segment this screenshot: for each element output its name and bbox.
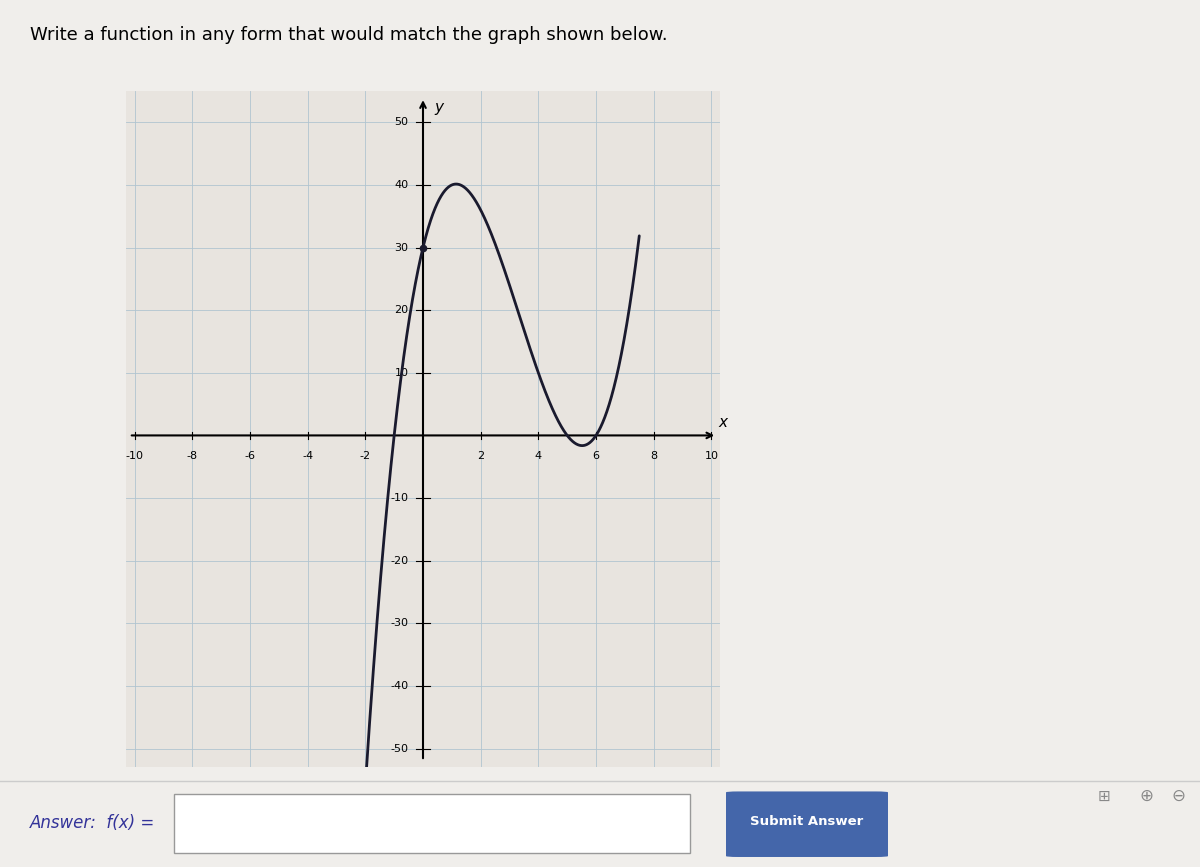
- FancyBboxPatch shape: [726, 792, 888, 857]
- Text: 10: 10: [395, 368, 408, 378]
- Text: 8: 8: [650, 451, 658, 461]
- Text: -10: -10: [390, 493, 408, 503]
- Text: Write a function in any form that would match the graph shown below.: Write a function in any form that would …: [30, 26, 667, 44]
- Text: ⊞: ⊞: [1098, 788, 1110, 804]
- Text: 10: 10: [704, 451, 719, 461]
- Text: ⊕: ⊕: [1139, 787, 1153, 805]
- Text: Answer:  f(x) =: Answer: f(x) =: [30, 814, 155, 832]
- Text: -50: -50: [390, 744, 408, 753]
- Text: x: x: [719, 415, 727, 430]
- Text: ⊖: ⊖: [1171, 787, 1186, 805]
- Text: 30: 30: [395, 243, 408, 252]
- Text: -8: -8: [187, 451, 198, 461]
- Text: 20: 20: [395, 305, 408, 316]
- Text: -40: -40: [390, 681, 408, 691]
- Text: -6: -6: [245, 451, 256, 461]
- Text: 50: 50: [395, 117, 408, 127]
- Text: 4: 4: [535, 451, 542, 461]
- Text: -10: -10: [126, 451, 144, 461]
- Text: 2: 2: [478, 451, 485, 461]
- Text: -2: -2: [360, 451, 371, 461]
- Text: y: y: [434, 101, 444, 115]
- Text: 6: 6: [593, 451, 600, 461]
- Text: -30: -30: [390, 618, 408, 629]
- Text: Submit Answer: Submit Answer: [750, 815, 864, 828]
- Text: -4: -4: [302, 451, 313, 461]
- Text: -20: -20: [390, 556, 408, 565]
- Bar: [174, 794, 690, 853]
- Text: 40: 40: [395, 180, 408, 190]
